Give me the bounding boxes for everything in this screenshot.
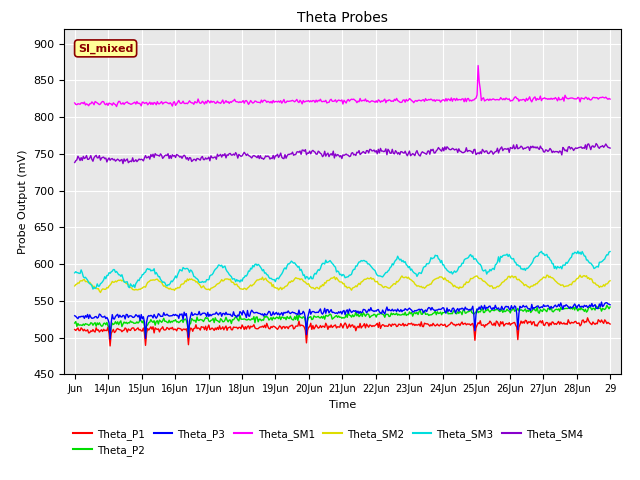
Y-axis label: Probe Output (mV): Probe Output (mV) [17, 149, 28, 254]
Text: SI_mixed: SI_mixed [78, 43, 133, 54]
Title: Theta Probes: Theta Probes [297, 11, 388, 25]
X-axis label: Time: Time [329, 400, 356, 409]
Legend: Theta_P1, Theta_P2, Theta_P3, Theta_SM1, Theta_SM2, Theta_SM3, Theta_SM4: Theta_P1, Theta_P2, Theta_P3, Theta_SM1,… [69, 424, 588, 460]
